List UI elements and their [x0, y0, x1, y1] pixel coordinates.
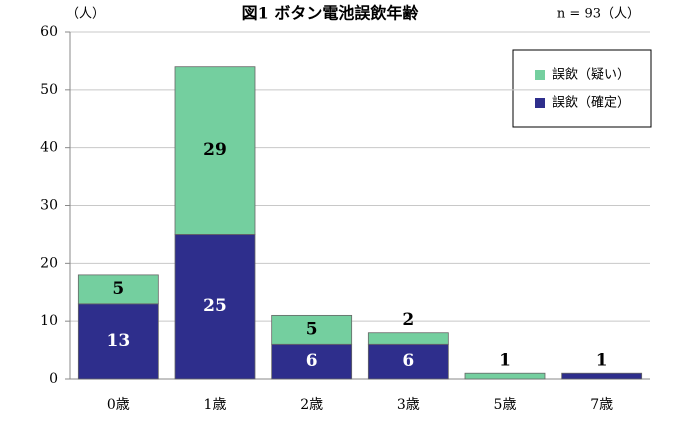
- y-tick-label: 50: [40, 82, 58, 98]
- bar-segment: [174, 66, 256, 235]
- x-tick-label: 3歳: [397, 397, 420, 413]
- x-tick-label: 5歳: [494, 397, 517, 413]
- x-tick-label: 0歳: [107, 397, 130, 413]
- data-label: 6: [306, 351, 318, 371]
- data-label: 13: [106, 331, 130, 351]
- data-label: 25: [203, 296, 227, 316]
- bar-segment: [367, 332, 449, 345]
- bar-segment: [77, 274, 159, 305]
- bar-segment: [561, 372, 643, 380]
- data-label: 5: [306, 319, 318, 339]
- bar-segment: [271, 314, 353, 345]
- y-tick-label: 20: [40, 255, 58, 271]
- bar-segment: [464, 372, 546, 380]
- legend-label: 誤飲（確定）: [552, 95, 630, 111]
- bar-segment: [77, 303, 159, 380]
- y-tick-label: 10: [40, 313, 58, 329]
- legend-box: [512, 49, 652, 128]
- y-unit: （人）: [66, 7, 105, 22]
- x-tick-label: 7歳: [590, 397, 613, 413]
- y-tick-label: 30: [40, 198, 58, 214]
- chart-title: 図1 ボタン電池誤飲年齢: [242, 4, 420, 23]
- bar-segment: [271, 343, 353, 380]
- legend-swatch: [535, 98, 545, 108]
- legend-swatch: [535, 70, 545, 80]
- data-label: 5: [112, 279, 124, 299]
- data-label: 29: [203, 140, 227, 160]
- data-label: 1: [499, 351, 511, 371]
- bar-segment: [174, 234, 256, 380]
- data-label: 6: [402, 351, 414, 371]
- legend-label: 誤飲（疑い）: [552, 67, 630, 83]
- y-tick-label: 60: [40, 24, 58, 40]
- y-tick-label: 40: [40, 140, 58, 156]
- y-tick-label: 0: [49, 371, 58, 387]
- x-tick-label: 2歳: [300, 397, 323, 413]
- x-tick-label: 1歳: [204, 397, 227, 413]
- note: n = 93（人）: [557, 7, 640, 22]
- data-label: 2: [402, 310, 414, 330]
- data-label: 1: [596, 351, 608, 371]
